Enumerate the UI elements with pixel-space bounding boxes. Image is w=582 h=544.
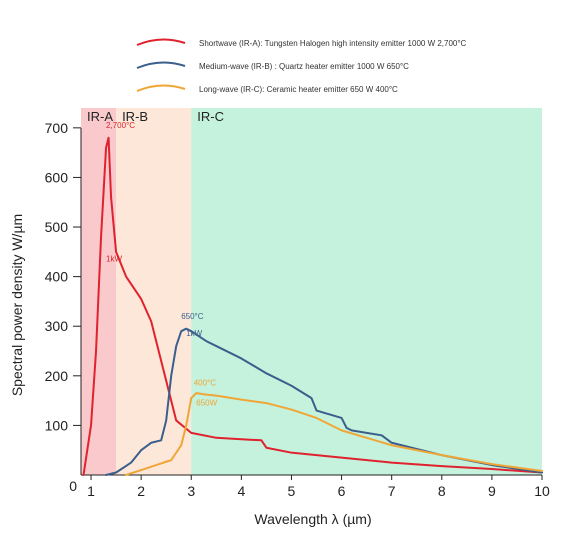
x-tick-label: 5 bbox=[288, 483, 296, 499]
curve-annotation: 650°C bbox=[181, 312, 204, 321]
chart-axes bbox=[80, 128, 542, 476]
y-tick-label: 300 bbox=[45, 318, 69, 334]
region-label: IR-A bbox=[87, 109, 113, 124]
ir-regions bbox=[81, 108, 542, 475]
x-tick-label: 9 bbox=[488, 483, 496, 499]
x-tick-label: 10 bbox=[534, 483, 550, 499]
y-tick-label: 100 bbox=[45, 417, 69, 433]
y-tick-label: 400 bbox=[45, 269, 69, 285]
x-tick-label: 6 bbox=[338, 483, 346, 499]
region-label: IR-B bbox=[122, 109, 148, 124]
y-tick-label: 200 bbox=[45, 368, 69, 384]
y-tick-label: 600 bbox=[45, 169, 69, 185]
data-series bbox=[82, 136, 543, 476]
x-tick-label: 7 bbox=[388, 483, 396, 499]
region-band bbox=[191, 108, 542, 475]
curve-annotation: 400°C bbox=[194, 379, 217, 388]
y-tick-label: 700 bbox=[45, 120, 69, 136]
curve-annotations: 2,700°C 1kW 650°C 1kW 400°C 650W bbox=[106, 121, 218, 408]
series-line bbox=[125, 392, 543, 476]
y-axis-label: Spectral power density W/µm bbox=[9, 214, 25, 396]
curve-annotation: 650W bbox=[196, 399, 217, 408]
y-tick-label: 500 bbox=[45, 219, 69, 235]
region-label: IR-C bbox=[197, 109, 224, 124]
y-axis-ticks: 0 100 200 300 400 500 600 700 bbox=[45, 120, 81, 494]
x-axis-ticks: 1 2 3 4 5 6 7 8 9 10 bbox=[87, 475, 550, 499]
x-tick-label: 2 bbox=[137, 483, 145, 499]
chart-legend: Shortwave (IR-A): Tungsten Halogen high … bbox=[136, 38, 467, 94]
legend-label: Long-wave (IR-C): Ceramic heater emitter… bbox=[199, 85, 398, 94]
legend-swatch bbox=[136, 61, 186, 69]
curve-annotation: 2,700°C bbox=[106, 121, 135, 130]
series-line bbox=[105, 327, 543, 476]
curve-annotation: 1kW bbox=[106, 255, 122, 264]
y-tick-label: 0 bbox=[69, 478, 77, 494]
ir-region-labels: IR-A IR-B IR-C bbox=[87, 109, 224, 124]
region-band bbox=[116, 108, 192, 475]
x-tick-label: 4 bbox=[237, 483, 245, 499]
legend-swatch bbox=[136, 38, 186, 46]
legend-swatch bbox=[136, 84, 186, 92]
legend-label: Medium-wave (IR-B) : Quartz heater emitt… bbox=[199, 62, 409, 71]
x-axis-label: Wavelength λ (µm) bbox=[254, 511, 371, 527]
series-line bbox=[82, 136, 543, 476]
legend-label: Shortwave (IR-A): Tungsten Halogen high … bbox=[199, 39, 467, 48]
x-tick-label: 8 bbox=[438, 483, 446, 499]
x-tick-label: 3 bbox=[187, 483, 195, 499]
curve-annotation: 1kW bbox=[186, 329, 202, 338]
x-tick-label: 1 bbox=[87, 483, 95, 499]
